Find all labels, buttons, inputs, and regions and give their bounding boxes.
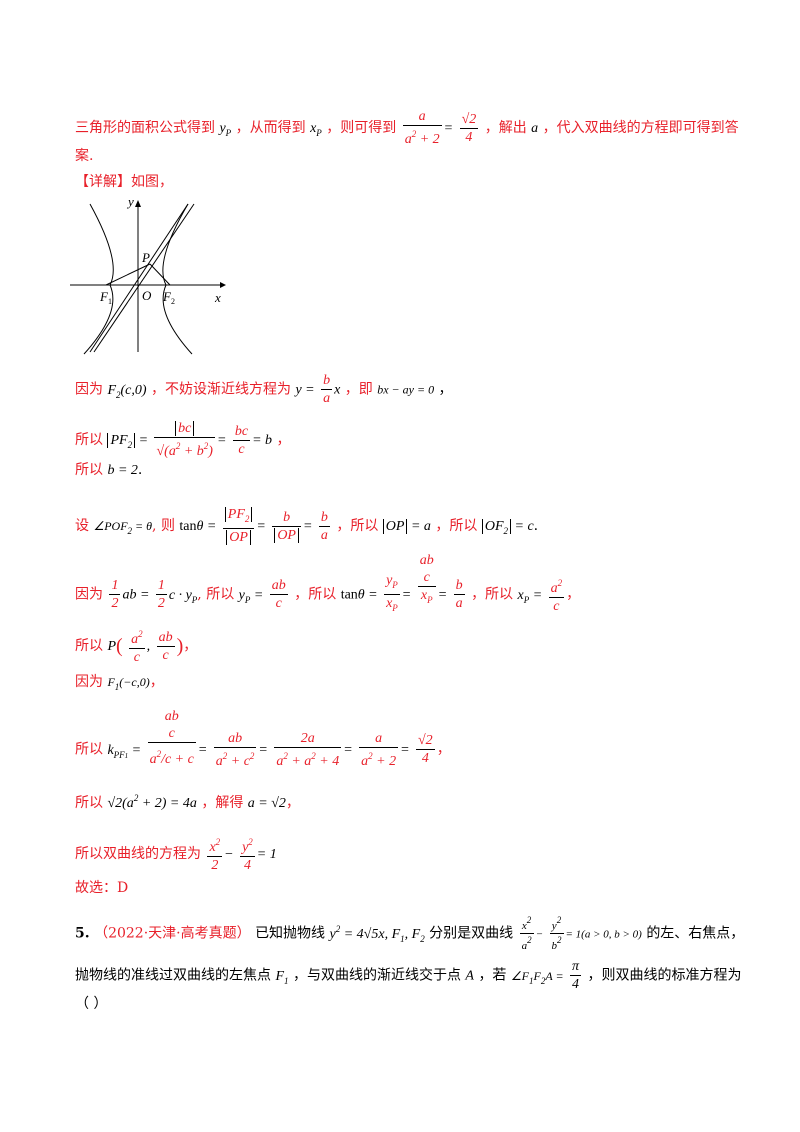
text: ，所以 (471, 586, 514, 603)
asymptote-2 (93, 203, 195, 353)
x-axis-arrow (220, 282, 226, 288)
text: ，则双曲线的标准方程为 (587, 967, 742, 984)
solution-line-3: 所以 b = 2. (75, 462, 143, 478)
question-source: （2022·天津·高考真题） (94, 925, 251, 942)
label-y: y (126, 194, 134, 209)
text: ，所以 (336, 518, 379, 534)
y-axis-arrow (135, 200, 141, 207)
text: ，所以 (294, 586, 337, 603)
question-5-blank: （ ） (75, 996, 108, 1012)
text: 三角形的面积公式得到 (75, 120, 215, 136)
text: 因为 (75, 381, 103, 398)
label-f1: F (99, 289, 109, 304)
asymptote-1 (89, 203, 189, 353)
label-f1-sub: 1 (108, 297, 112, 306)
solution-line-6: 所以 P( a2 c, ab c)， (75, 626, 197, 666)
question-5-line-1: 5. （2022·天津·高考真题） 已知抛物线 y2 = 4√5x, F1, F… (75, 915, 745, 952)
question-number: 5. (75, 925, 90, 942)
solution-line-8: 所以 kPF1 = ab c a2/c + c = ab a2 + c2 = 2a a2 +… (75, 709, 451, 769)
text: ，若 (478, 967, 507, 984)
detail-heading: 【详解】如图， (75, 174, 173, 190)
text: 所以双曲线的方程为 (75, 846, 201, 862)
text: 因为 (75, 674, 103, 690)
hyperbola-right-branch (162, 203, 193, 355)
text: 已知抛物线 (255, 925, 326, 942)
label-f2-sub: 2 (171, 297, 175, 306)
analysis-line-2: 案. (75, 148, 94, 164)
question-5-line-2: 抛物线的准线过双曲线的左焦点 F1 ，与双曲线的渐近线交于点 A ，若 ∠F1F… (75, 959, 742, 992)
math-a: a (531, 121, 539, 136)
text: ，解出 (484, 120, 527, 136)
text: 所以 (75, 638, 103, 654)
text: 抛物线的准线过双曲线的左焦点 (75, 967, 271, 984)
text: ，所以 (435, 518, 478, 534)
text: ，不妨设渐近线方程为 (151, 381, 292, 398)
solution-line-7: 因为 F1(−c,0)， (75, 674, 164, 692)
text: 所以 (206, 586, 235, 603)
hyperbola-figure: y x P O F 1 F 2 (70, 194, 226, 355)
text: 设 (75, 518, 89, 534)
text: 所以 (75, 795, 103, 811)
math-yp: yP (219, 121, 232, 138)
text: 分别是双曲线 (429, 925, 514, 942)
segment-p-f2 (149, 263, 171, 286)
text: 所以 (75, 462, 103, 478)
text: ，代入双曲线的方程即可得到答 (542, 120, 739, 136)
solution-line-9: 所以 √2(a2 + 2) = 4a ，解得 a = √2， (75, 793, 300, 811)
math-frac-a: a a2 + 2 (402, 109, 442, 147)
label-o: O (142, 288, 152, 303)
analysis-line-1: 三角形的面积公式得到 yP ，从而得到 xP ，则可得到 a a2 + 2 = √2… (75, 109, 739, 147)
text: ，即 (344, 381, 373, 398)
label-p: P (141, 250, 150, 265)
text: 的左、右焦点， (646, 925, 745, 942)
math-xp: xP (310, 121, 322, 138)
answer-line: 故选：D (75, 880, 129, 896)
label-x: x (214, 290, 221, 305)
solution-line-10: 所以双曲线的方程为 x2 2− y2 4 = 1 (75, 834, 277, 874)
math-frac-sqrt2: √2 4 (459, 111, 479, 145)
text: ，则可得到 (326, 120, 397, 136)
text: 则 (160, 518, 175, 534)
text: 因为 (75, 586, 103, 603)
solution-line-2: 所以 PF2 = bc √(a2 + b2) = bc c = b ， (75, 421, 291, 459)
text: ，与双曲线的渐近线交于点 (292, 967, 461, 984)
text: 所以 (75, 741, 103, 758)
segment-f1-p (105, 263, 151, 286)
text: 所以 (75, 432, 103, 448)
label-f2: F (162, 289, 172, 304)
text: ，解得 (201, 795, 244, 811)
hyperbola-left-branch (83, 203, 114, 355)
text: ，从而得到 (235, 120, 306, 136)
